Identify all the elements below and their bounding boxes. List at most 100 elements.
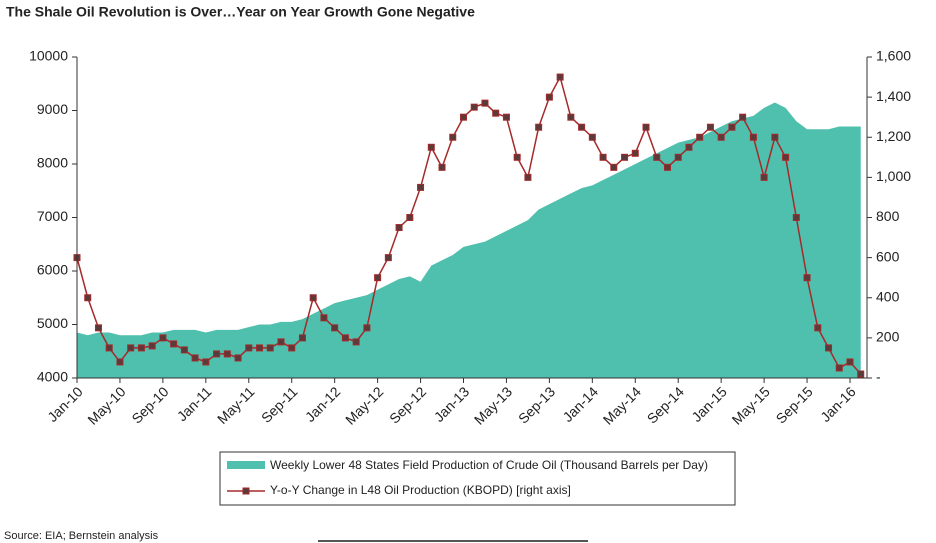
- marker: [449, 133, 457, 141]
- marker: [84, 294, 92, 302]
- marker: [760, 173, 768, 181]
- marker: [331, 324, 339, 332]
- x-tick-label: May-11: [214, 383, 258, 427]
- marker: [127, 344, 135, 352]
- marker: [825, 344, 833, 352]
- y2-tick-label: 1,600: [876, 48, 911, 64]
- x-tick-label: Sep-13: [515, 383, 558, 426]
- y-tick-label: 5000: [37, 315, 68, 331]
- x-tick-label: May-15: [729, 383, 773, 427]
- marker: [803, 274, 811, 282]
- legend-label: Y-o-Y Change in L48 Oil Production (KBOP…: [270, 483, 571, 497]
- x-tick-label: Jan-15: [688, 383, 730, 425]
- marker: [406, 214, 414, 221]
- marker: [298, 334, 306, 342]
- marker: [502, 113, 510, 121]
- marker: [277, 338, 285, 346]
- marker: [137, 344, 145, 352]
- y-tick-label: 9000: [37, 101, 68, 117]
- marker: [599, 153, 607, 161]
- marker: [191, 354, 199, 362]
- x-tick-label: May-14: [600, 383, 644, 427]
- marker: [749, 133, 757, 141]
- y2-tick-label: 1,200: [876, 128, 911, 144]
- legend-label: Weekly Lower 48 States Field Production …: [270, 458, 708, 472]
- marker: [223, 350, 231, 358]
- marker: [610, 163, 618, 171]
- x-tick-label: Sep-15: [773, 383, 816, 426]
- marker: [792, 214, 800, 221]
- marker: [395, 224, 403, 232]
- marker: [739, 113, 747, 121]
- marker: [535, 123, 543, 131]
- marker: [642, 123, 650, 131]
- marker: [309, 294, 317, 302]
- x-tick-label: Jan-10: [44, 383, 86, 425]
- marker: [621, 153, 629, 161]
- marker: [213, 350, 221, 358]
- marker: [105, 344, 113, 352]
- marker: [663, 163, 671, 171]
- marker: [363, 324, 371, 332]
- marker: [245, 344, 253, 352]
- marker: [814, 324, 822, 332]
- y-tick-label: 8000: [37, 155, 68, 171]
- marker: [545, 93, 553, 101]
- marker: [717, 133, 725, 141]
- y2-tick-label: 400: [876, 288, 900, 304]
- marker: [857, 370, 865, 378]
- marker: [170, 340, 178, 348]
- x-tick-label: May-13: [471, 383, 515, 427]
- marker: [835, 364, 843, 372]
- marker: [116, 358, 124, 366]
- x-tick-label: Sep-14: [644, 383, 687, 426]
- x-tick-label: May-10: [84, 383, 128, 427]
- marker: [728, 123, 736, 131]
- y-tick-label: 6000: [37, 262, 68, 278]
- marker: [320, 314, 328, 322]
- marker: [782, 153, 790, 161]
- marker: [159, 334, 167, 342]
- marker: [417, 183, 425, 191]
- marker: [234, 354, 242, 362]
- x-tick-label: Jan-11: [174, 383, 215, 424]
- marker: [588, 133, 596, 141]
- marker: [578, 123, 586, 131]
- marker: [148, 342, 156, 350]
- marker: [771, 133, 779, 141]
- marker: [374, 274, 382, 282]
- marker: [256, 344, 264, 352]
- marker: [556, 73, 564, 81]
- chart-title: The Shale Oil Revolution is Over…Year on…: [6, 4, 475, 20]
- legend-marker: [242, 487, 250, 495]
- marker: [846, 358, 854, 366]
- y-tick-label: 10000: [29, 48, 68, 64]
- legend-swatch: [227, 461, 265, 469]
- legend-box: [219, 451, 736, 506]
- marker: [685, 143, 693, 151]
- x-tick-label: Jan-14: [559, 383, 601, 425]
- x-tick-label: Jan-16: [817, 383, 859, 425]
- marker: [481, 99, 489, 107]
- y2-tick-label: 1,400: [876, 88, 911, 104]
- marker: [567, 113, 575, 121]
- marker: [266, 344, 274, 352]
- x-tick-label: Sep-11: [258, 383, 301, 426]
- x-tick-label: Sep-12: [386, 383, 429, 426]
- y2-tick-label: -: [876, 369, 881, 385]
- marker: [352, 338, 360, 346]
- source: Source: EIA; Bernstein analysis: [4, 530, 159, 542]
- marker: [696, 133, 704, 141]
- marker: [288, 344, 296, 352]
- marker: [202, 358, 210, 366]
- marker: [631, 149, 639, 157]
- marker: [460, 113, 467, 121]
- marker: [524, 173, 532, 181]
- marker: [438, 163, 446, 171]
- y2-tick-label: 1,000: [876, 168, 911, 184]
- marker: [706, 123, 714, 131]
- y2-tick-label: 200: [876, 329, 900, 345]
- area: [77, 102, 861, 378]
- marker: [513, 153, 521, 161]
- marker: [674, 153, 682, 161]
